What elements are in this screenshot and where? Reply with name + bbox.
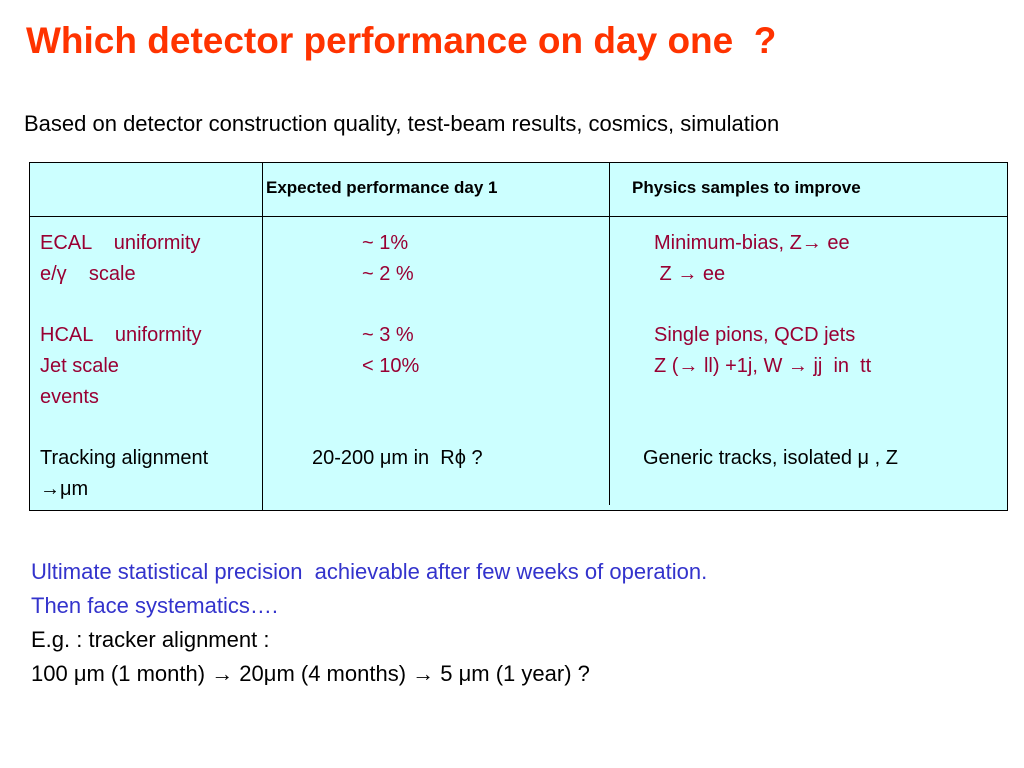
row-samples-tracking: Generic tracks, isolated μ , Z	[643, 447, 898, 469]
note-line-1: Ultimate statistical precision achievabl…	[31, 559, 708, 584]
header-divider	[30, 216, 1007, 217]
row-item-tracking-alignment: Tracking alignment	[40, 447, 209, 469]
row-expected-jet-scale: < 10%	[362, 355, 420, 377]
row-item-e-gamma-scale: e/γ scale	[40, 263, 136, 285]
row-item-tracking-unit: →μm	[40, 478, 89, 500]
row-item-jet-scale: Jet scale	[40, 355, 119, 377]
row-samples-jet-scale: Z (→ ll) +1j, W → jj in tt	[654, 355, 872, 377]
column-divider-1	[262, 163, 263, 511]
row-samples-e-gamma: Z → ee	[654, 263, 726, 285]
note-line-3: E.g. : tracker alignment :	[31, 627, 270, 652]
performance-table: Expected performance day 1 Physics sampl…	[29, 162, 1008, 511]
slide-title: Which detector performance on day one ?	[26, 20, 777, 61]
row-item-events: events	[40, 386, 99, 408]
row-expected-tracking: 20-200 μm in Rϕ ?	[312, 447, 483, 469]
note-line-2: Then face systematics….	[31, 593, 278, 618]
slide-subtitle: Based on detector construction quality, …	[24, 111, 780, 136]
header-expected-performance: Expected performance day 1	[266, 178, 498, 197]
row-samples-hcal: Single pions, QCD jets	[654, 324, 856, 346]
row-item-ecal-uniformity: ECAL uniformity	[40, 232, 201, 254]
row-expected-ecal: ~ 1%	[362, 232, 409, 254]
row-expected-hcal: ~ 3 %	[362, 324, 414, 346]
column-divider-2	[609, 163, 610, 505]
row-item-hcal-uniformity: HCAL uniformity	[40, 324, 202, 346]
row-samples-ecal: Minimum-bias, Z→ ee	[654, 232, 850, 254]
header-physics-samples: Physics samples to improve	[632, 178, 861, 197]
notes-block: Ultimate statistical precision achievabl…	[31, 555, 707, 691]
note-line-4: 100 μm (1 month) → 20μm (4 months) → 5 μ…	[31, 661, 590, 686]
row-expected-e-gamma: ~ 2 %	[362, 263, 414, 285]
